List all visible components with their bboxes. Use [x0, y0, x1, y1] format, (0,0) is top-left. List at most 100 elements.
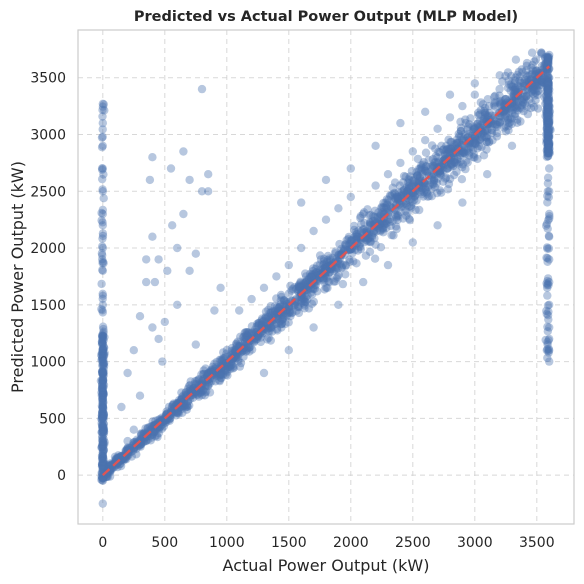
data-point: [474, 135, 483, 145]
data-point: [543, 54, 553, 63]
data-point: [544, 57, 553, 66]
data-point: [98, 423, 107, 432]
data-point: [98, 231, 108, 241]
data-point: [415, 164, 425, 174]
data-point: [297, 243, 306, 253]
data-point: [235, 306, 244, 315]
data-point: [505, 118, 514, 127]
data-point: [465, 143, 474, 152]
data-point: [137, 430, 146, 440]
data-point: [148, 153, 157, 162]
data-point: [544, 115, 553, 125]
data-point: [284, 289, 294, 298]
data-point: [267, 323, 276, 332]
data-point: [312, 261, 322, 270]
data-point: [257, 314, 267, 323]
data-point: [97, 385, 107, 394]
data-point: [430, 158, 439, 167]
data-point: [522, 66, 531, 75]
data-point: [543, 132, 552, 141]
data-point: [337, 263, 346, 273]
data-point: [405, 176, 414, 185]
data-point: [236, 358, 246, 368]
data-point: [543, 68, 552, 77]
data-point: [417, 186, 426, 195]
data-point: [160, 418, 170, 427]
data-point: [321, 261, 331, 270]
data-point: [389, 231, 398, 240]
data-point: [216, 368, 226, 378]
data-point: [294, 280, 304, 289]
data-point: [98, 112, 107, 121]
data-point: [397, 190, 406, 200]
data-point: [475, 135, 485, 144]
data-point: [284, 303, 293, 313]
data-point: [243, 328, 252, 337]
data-point: [313, 277, 322, 286]
data-point: [500, 113, 510, 123]
data-point: [323, 251, 333, 261]
data-point: [125, 443, 135, 453]
data-point: [470, 132, 480, 142]
data-point: [475, 123, 485, 132]
data-point: [97, 411, 107, 420]
data-point: [510, 85, 519, 95]
data-point: [412, 186, 421, 195]
data-point: [139, 435, 148, 444]
data-point: [374, 208, 383, 217]
data-point: [286, 312, 295, 321]
data-point: [151, 425, 160, 434]
data-point: [378, 224, 387, 233]
data-point: [543, 152, 553, 161]
data-point: [315, 260, 325, 269]
data-point: [229, 353, 238, 362]
data-point: [453, 154, 462, 164]
data-point: [191, 389, 200, 398]
data-point: [157, 424, 167, 433]
data-point: [98, 457, 108, 466]
data-point: [352, 235, 361, 244]
data-point: [98, 448, 108, 457]
data-point: [471, 134, 480, 143]
data-point: [523, 109, 533, 119]
data-point: [238, 333, 248, 342]
data-point: [543, 131, 553, 141]
data-point: [477, 142, 486, 152]
data-point: [436, 170, 446, 179]
data-point: [438, 177, 448, 186]
data-point: [368, 216, 378, 226]
data-point: [247, 329, 256, 338]
data-point: [378, 218, 387, 227]
data-point: [450, 155, 459, 165]
data-point: [527, 80, 536, 90]
data-point: [539, 64, 549, 73]
data-point: [447, 160, 457, 169]
data-point: [491, 120, 500, 129]
data-point: [141, 436, 151, 445]
data-point: [420, 165, 429, 174]
data-point: [166, 164, 176, 173]
data-point: [306, 272, 315, 282]
data-point: [376, 243, 386, 252]
data-point: [544, 149, 553, 158]
data-point: [490, 102, 500, 112]
data-point: [264, 323, 273, 333]
data-point: [98, 394, 107, 403]
data-point: [407, 182, 416, 191]
data-point: [425, 180, 434, 190]
data-point: [154, 334, 163, 344]
y-tick-label: 2000: [30, 241, 66, 257]
x-tick-label: 3000: [457, 535, 493, 551]
data-point: [447, 159, 456, 168]
data-point: [422, 162, 431, 171]
data-point: [539, 78, 548, 88]
data-point: [385, 191, 395, 200]
data-point: [433, 124, 442, 133]
data-point: [285, 307, 294, 317]
data-point: [98, 388, 108, 397]
data-point: [98, 376, 108, 385]
data-point: [433, 174, 443, 183]
data-point: [98, 407, 107, 416]
data-point: [530, 91, 539, 100]
